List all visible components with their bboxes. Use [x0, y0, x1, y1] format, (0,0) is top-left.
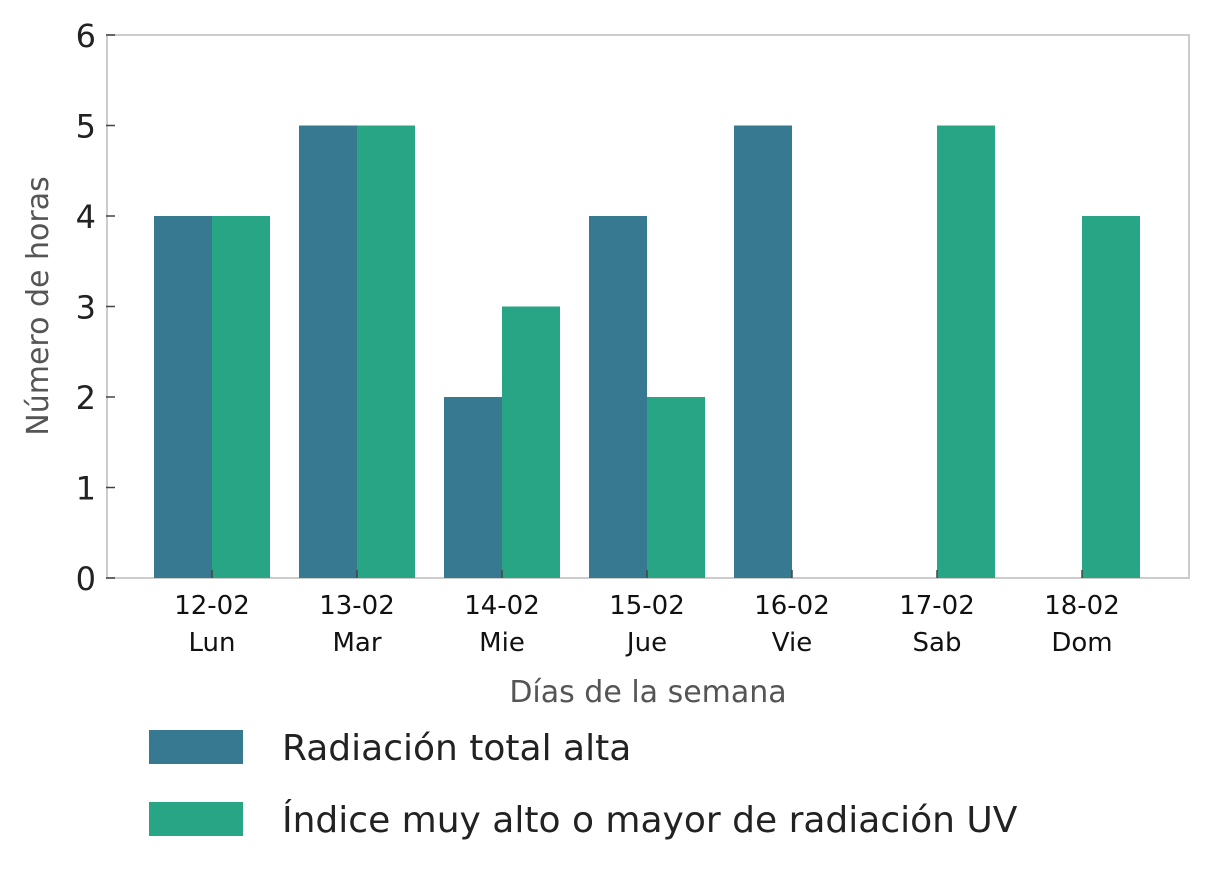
bar-radiacion-total-2 [444, 397, 502, 578]
x-tick-label-date: 18-02 [1044, 591, 1120, 621]
y-tick-label: 3 [76, 289, 96, 327]
bar-indice-uv-5 [937, 125, 995, 578]
bar-radiacion-total-3 [589, 216, 647, 578]
x-tick-label-date: 17-02 [899, 591, 975, 621]
y-tick-label: 5 [76, 108, 96, 146]
bar-indice-uv-6 [1082, 216, 1140, 578]
x-tick-label-day: Vie [772, 628, 812, 658]
x-tick-label-day: Mie [479, 628, 525, 658]
y-tick-label: 1 [76, 470, 96, 508]
x-tick-label-date: 16-02 [754, 591, 830, 621]
bar-radiacion-total-4 [734, 125, 792, 578]
bar-indice-uv-2 [502, 306, 560, 578]
x-tick-label-day: Sab [913, 628, 962, 658]
bar-indice-uv-1 [357, 125, 415, 578]
x-tick-label-day: Dom [1051, 628, 1112, 658]
bars-group [154, 125, 1140, 578]
y-tick-label: 6 [76, 17, 96, 55]
legend-swatch-1 [149, 802, 243, 836]
y-axis-ticks: 0 1 2 3 4 5 6 [76, 17, 115, 598]
y-tick-label: 4 [76, 198, 96, 236]
bar-indice-uv-0 [212, 216, 270, 578]
x-tick-label-day: Mar [332, 628, 381, 658]
legend: Radiación total alta Índice muy alto o ma… [149, 728, 1018, 841]
x-tick-label-date: 12-02 [174, 591, 250, 621]
bar-indice-uv-3 [647, 397, 705, 578]
y-tick-label: 2 [76, 379, 96, 417]
x-tick-label-date: 13-02 [319, 591, 395, 621]
legend-label-0: Radiación total alta [282, 728, 631, 769]
y-tick-label: 0 [76, 560, 96, 598]
x-tick-label-date: 15-02 [609, 591, 685, 621]
bar-radiacion-total-0 [154, 216, 212, 578]
x-tick-label-date: 14-02 [464, 591, 540, 621]
bar-radiacion-total-1 [299, 125, 357, 578]
legend-swatch-0 [149, 730, 243, 764]
legend-label-1: Índice muy alto o mayor de radiación UV [282, 799, 1018, 841]
x-axis-label: Días de la semana [509, 675, 786, 710]
x-tick-label-day: Lun [189, 628, 236, 658]
x-axis-ticks: 12-02 Lun 13-02 Mar 14-02 Mie 15-02 Jue 16-02 Vie… [174, 570, 1120, 658]
x-tick-label-day: Jue [625, 628, 667, 658]
y-axis-label: Número de horas [21, 176, 56, 435]
